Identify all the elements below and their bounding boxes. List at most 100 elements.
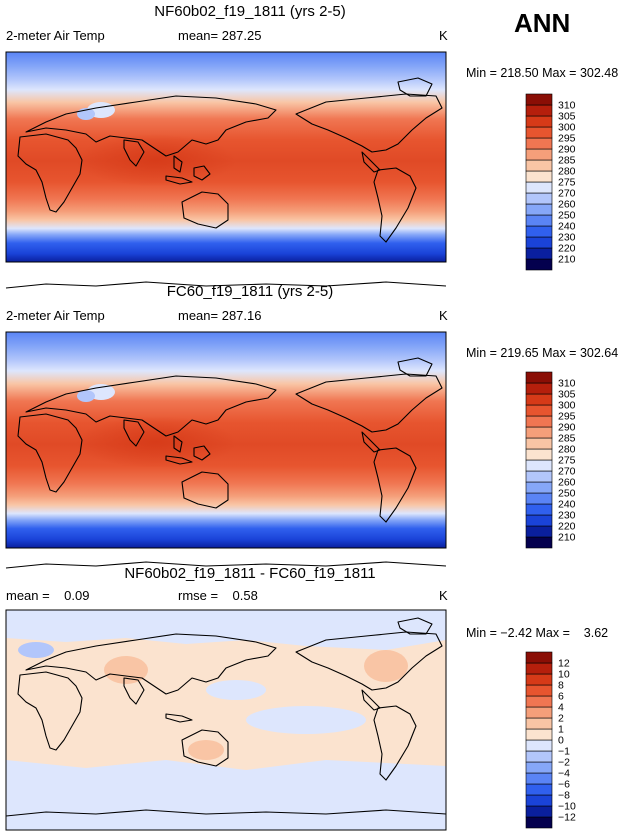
colorbar-tick-label: 10 xyxy=(558,669,570,681)
colorbar-tick-label: −8 xyxy=(558,790,570,802)
colorbar-tick-label: 290 xyxy=(558,144,576,156)
colorbar-tick-label: 2 xyxy=(558,713,564,725)
colorbar-tick-label: 250 xyxy=(558,488,576,500)
colorbar-swatch xyxy=(525,104,553,117)
colorbar-swatch xyxy=(525,470,553,483)
colorbar-swatch xyxy=(525,695,553,708)
colorbar-tick-label: −10 xyxy=(558,801,576,813)
colorbar-tick-label: 0 xyxy=(558,735,564,747)
colorbar-swatch xyxy=(525,137,553,150)
colorbar-swatch xyxy=(525,415,553,428)
colorbar-tick-label: 270 xyxy=(558,188,576,200)
colorbar-swatch xyxy=(525,481,553,494)
colorbar-swatch xyxy=(525,448,553,461)
colorbar-tick-label: 230 xyxy=(558,232,576,244)
panel1-units: K xyxy=(439,28,448,43)
panel2-units: K xyxy=(439,308,448,323)
colorbar-tick-label: 240 xyxy=(558,499,576,511)
colorbar-swatch xyxy=(525,159,553,172)
colorbar-swatch xyxy=(525,93,553,106)
colorbar-tick-label: 280 xyxy=(558,166,576,178)
colorbar-tick-label: 4 xyxy=(558,702,564,714)
colorbar-tick-label: −6 xyxy=(558,779,570,791)
colorbar-swatch xyxy=(525,258,553,271)
colorbar-swatch xyxy=(525,437,553,450)
panel1-mean: mean= 287.25 xyxy=(178,28,262,43)
colorbar-tick-label: 305 xyxy=(558,389,576,401)
colorbar-tick-label: 210 xyxy=(558,532,576,544)
colorbar-swatch xyxy=(525,816,553,829)
colorbar-swatch xyxy=(525,761,553,774)
colorbar-swatch xyxy=(525,236,553,249)
colorbar-swatch xyxy=(525,536,553,549)
colorbar-tick-label: 260 xyxy=(558,199,576,211)
colorbar-tick-label: 12 xyxy=(558,658,570,670)
colorbar-tick-label: −4 xyxy=(558,768,570,780)
panel1-minmax: Min = 218.50 Max = 302.48 xyxy=(466,66,619,80)
panel3-units: K xyxy=(439,588,448,603)
colorbar-tick-label: 270 xyxy=(558,466,576,478)
colorbar-swatch xyxy=(525,717,553,730)
colorbar-swatch xyxy=(525,651,553,664)
colorbar-swatch xyxy=(525,371,553,384)
panel3-mean: mean = 0.09 xyxy=(6,588,90,603)
colorbar-tick-label: 300 xyxy=(558,122,576,134)
colorbar-tick-label: 6 xyxy=(558,691,564,703)
colorbar-tick-label: −2 xyxy=(558,757,570,769)
colorbar-swatch xyxy=(525,148,553,161)
panel3-minmax: Min = −2.42 Max = 3.62 xyxy=(466,626,609,640)
colorbar-swatch xyxy=(525,203,553,216)
colorbar-swatch xyxy=(525,662,553,675)
colorbar-tick-label: 260 xyxy=(558,477,576,489)
colorbar-swatch xyxy=(525,525,553,538)
colorbar-tick-label: 275 xyxy=(558,177,576,189)
colorbar-tick-label: 1 xyxy=(558,724,564,736)
colorbar-swatch xyxy=(525,115,553,128)
colorbar-tick-label: 275 xyxy=(558,455,576,467)
colorbar-tick-label: 230 xyxy=(558,510,576,522)
colorbar-tick-label: 220 xyxy=(558,521,576,533)
panel3-rmse: rmse = 0.58 xyxy=(178,588,258,603)
colorbar-swatch xyxy=(525,214,553,227)
colorbar-tick-label: 300 xyxy=(558,400,576,412)
colorbar-swatch xyxy=(525,783,553,796)
season-label: ANN xyxy=(514,8,571,38)
panel2-title: FC60_f19_1811 (yrs 2-5) xyxy=(166,283,334,300)
colorbar-swatch xyxy=(525,459,553,472)
colorbar-tick-label: 310 xyxy=(558,100,576,112)
colorbar-swatch xyxy=(525,404,553,417)
panel3-title: NF60b02_f19_1811 - FC60_f19_1811 xyxy=(124,565,376,582)
colorbar-swatch xyxy=(525,503,553,516)
colorbar-tick-label: 285 xyxy=(558,433,576,445)
colorbar-tick-label: −12 xyxy=(558,812,576,824)
colorbar-swatch xyxy=(525,684,553,697)
colorbar-tick-label: 250 xyxy=(558,210,576,222)
panel2-minmax: Min = 219.65 Max = 302.64 xyxy=(466,346,619,360)
colorbar-tick-label: 240 xyxy=(558,221,576,233)
panel1-title: NF60b02_f19_1811 (yrs 2-5) xyxy=(154,3,346,20)
colorbar-tick-label: 290 xyxy=(558,422,576,434)
colorbar-swatch xyxy=(525,382,553,395)
colorbar-tick-label: 280 xyxy=(558,444,576,456)
colorbar-tick-label: 295 xyxy=(558,411,576,423)
colorbar-tick-label: 295 xyxy=(558,133,576,145)
panel2-colorbar: 2102202302402502602702752802852902953003… xyxy=(525,371,576,549)
colorbar-swatch xyxy=(525,514,553,527)
colorbar-tick-label: 305 xyxy=(558,111,576,123)
colorbar-tick-label: 210 xyxy=(558,254,576,266)
colorbar-swatch xyxy=(525,805,553,818)
panel3-map xyxy=(5,609,447,831)
colorbar-swatch xyxy=(525,192,553,205)
colorbar-swatch xyxy=(525,393,553,406)
colorbar-swatch xyxy=(525,181,553,194)
colorbar-swatch xyxy=(525,706,553,719)
colorbar-swatch xyxy=(525,772,553,785)
panel2-variable: 2-meter Air Temp xyxy=(6,308,105,323)
colorbar-tick-label: 310 xyxy=(558,378,576,390)
colorbar-swatch xyxy=(525,728,553,741)
panel2-mean: mean= 287.16 xyxy=(178,308,262,323)
colorbar-swatch xyxy=(525,426,553,439)
colorbar-swatch xyxy=(525,126,553,139)
